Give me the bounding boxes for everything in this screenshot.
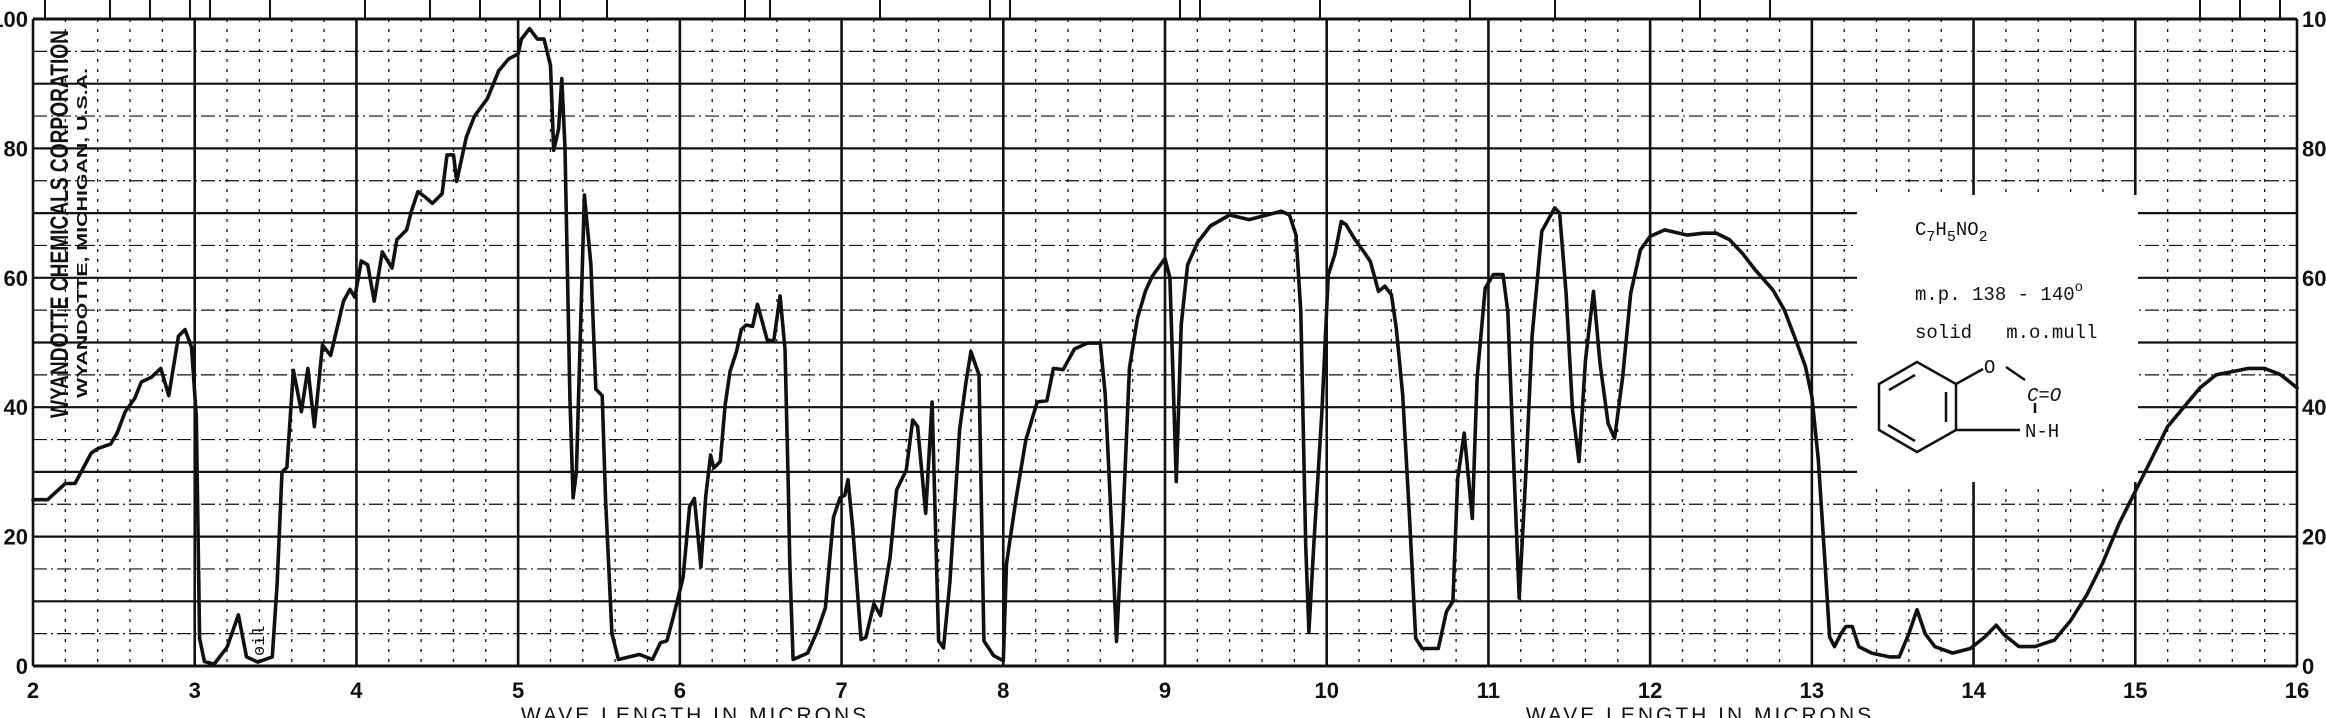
- x-tick-label: 4: [350, 678, 363, 703]
- y-tick-label-left: 100: [0, 7, 28, 32]
- x-tick-label: 15: [2123, 678, 2147, 703]
- y-tick-label-left: 0: [16, 654, 28, 679]
- y-tick-label-right: 100: [2302, 7, 2326, 32]
- x-tick-label: 2: [27, 678, 39, 703]
- y-tick-label-left: 60: [4, 266, 28, 291]
- top-tick-marks: [44, 0, 2281, 19]
- x-tick-label: 16: [2285, 678, 2309, 703]
- y-axis-labels-left: 0 20 40 60 80 100: [0, 7, 28, 679]
- bond-o-c: [2005, 365, 2026, 382]
- sample-preparation: solid m.o.mull: [1915, 322, 2097, 344]
- y-axis-labels-right: 0 20 40 60 80 100: [2302, 7, 2326, 679]
- x-tick-label: 7: [835, 678, 847, 703]
- x-axis-title-left: WAVE LENGTH IN MICRONS: [521, 704, 869, 718]
- x-tick-label: 5: [512, 678, 524, 703]
- company-location: WYANDOTTE, MICHIGAN, U.S.A.: [74, 68, 91, 398]
- oil-band-label: oil: [251, 625, 270, 656]
- y-tick-label-right: 60: [2302, 266, 2326, 291]
- company-name: WYANDOTTE CHEMICALS CORPORATION: [46, 30, 74, 418]
- bond-c-o: [1955, 367, 1984, 386]
- compound-info-inset: C7H5NO2 m.p. 138 - 140o solid m.o.mull O…: [1857, 195, 2138, 482]
- y-tick-label-left: 80: [4, 136, 28, 161]
- y-tick-label-left: 20: [4, 525, 28, 550]
- ring-oxygen-label: O: [1984, 357, 1995, 379]
- spectrum-line: [31, 26, 2299, 666]
- x-tick-label: 13: [1800, 678, 1824, 703]
- x-tick-label: 12: [1638, 678, 1662, 703]
- carbonyl-label: C=O: [2027, 385, 2061, 407]
- x-tick-label: 9: [1159, 678, 1171, 703]
- x-tick-label: 8: [997, 678, 1009, 703]
- x-tick-label: 14: [1961, 678, 1986, 703]
- ring-double-bond: [1888, 373, 1916, 392]
- amine-label: N-H: [2025, 421, 2059, 443]
- benzoxazolone-structure: [1877, 360, 2037, 454]
- x-tick-label: 11: [1477, 678, 1500, 703]
- x-tick-label: 3: [189, 678, 201, 703]
- y-tick-label-left: 40: [4, 395, 28, 420]
- y-tick-label-right: 80: [2302, 136, 2326, 161]
- ring-double-bond: [1887, 423, 1916, 443]
- y-tick-label-right: 20: [2302, 525, 2326, 550]
- x-tick-label: 10: [1314, 678, 1338, 703]
- melting-point: m.p. 138 - 140o: [1915, 280, 2083, 306]
- x-axis-title-right: WAVE LENGTH IN MICRONS: [1526, 704, 1874, 718]
- y-tick-label-right: 40: [2302, 395, 2326, 420]
- x-tick-label: 6: [674, 678, 686, 703]
- x-axis-labels: 2 3 4 5 6 7 8 9 10 11 12 13 14 15 16: [27, 678, 2309, 703]
- y-tick-label-right: 0: [2302, 654, 2314, 679]
- company-imprint: WYANDOTTE CHEMICALS CORPORATION WYANDOTT…: [46, 30, 91, 418]
- molecular-formula: C7H5NO2: [1915, 219, 1988, 246]
